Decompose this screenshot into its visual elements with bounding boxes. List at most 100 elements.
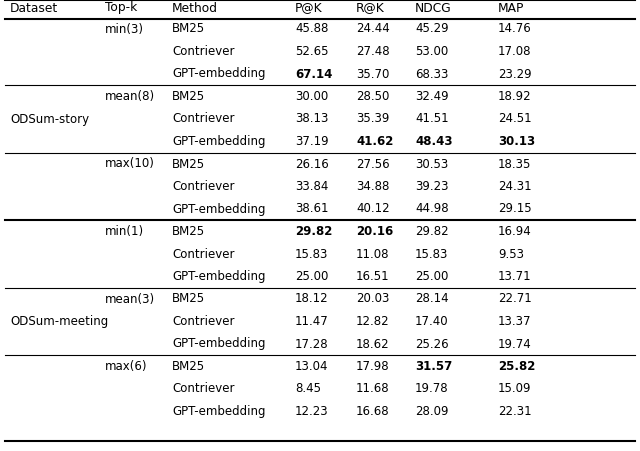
Text: mean(8): mean(8) — [105, 90, 155, 103]
Text: mean(3): mean(3) — [105, 293, 155, 305]
Text: GPT-embedding: GPT-embedding — [172, 202, 266, 216]
Text: 13.71: 13.71 — [498, 270, 532, 283]
Text: max(10): max(10) — [105, 157, 155, 170]
Text: 11.08: 11.08 — [356, 248, 390, 261]
Text: 18.35: 18.35 — [498, 157, 531, 170]
Text: 18.92: 18.92 — [498, 90, 532, 103]
Text: Top-k: Top-k — [105, 1, 137, 14]
Text: ODSum-story: ODSum-story — [10, 112, 89, 125]
Text: Contriever: Contriever — [172, 180, 234, 193]
Text: 29.15: 29.15 — [498, 202, 532, 216]
Text: 33.84: 33.84 — [295, 180, 328, 193]
Text: 30.53: 30.53 — [415, 157, 448, 170]
Text: Contriever: Contriever — [172, 45, 234, 58]
Text: 24.51: 24.51 — [498, 112, 532, 125]
Text: 45.29: 45.29 — [415, 23, 449, 36]
Text: min(3): min(3) — [105, 23, 144, 36]
Text: BM25: BM25 — [172, 360, 205, 373]
Text: 29.82: 29.82 — [295, 225, 332, 238]
Text: 14.76: 14.76 — [498, 23, 532, 36]
Text: 28.14: 28.14 — [415, 293, 449, 305]
Text: 22.31: 22.31 — [498, 405, 532, 418]
Text: GPT-embedding: GPT-embedding — [172, 337, 266, 350]
Text: 27.56: 27.56 — [356, 157, 390, 170]
Text: 68.33: 68.33 — [415, 68, 449, 80]
Text: 41.51: 41.51 — [415, 112, 449, 125]
Text: 24.44: 24.44 — [356, 23, 390, 36]
Text: 30.00: 30.00 — [295, 90, 328, 103]
Text: BM25: BM25 — [172, 157, 205, 170]
Text: min(1): min(1) — [105, 225, 144, 238]
Text: 41.62: 41.62 — [356, 135, 394, 148]
Text: BM25: BM25 — [172, 225, 205, 238]
Text: 13.04: 13.04 — [295, 360, 328, 373]
Text: 25.82: 25.82 — [498, 360, 536, 373]
Text: 13.37: 13.37 — [498, 315, 531, 328]
Text: 29.82: 29.82 — [415, 225, 449, 238]
Text: 28.09: 28.09 — [415, 405, 449, 418]
Text: 37.19: 37.19 — [295, 135, 328, 148]
Text: 32.49: 32.49 — [415, 90, 449, 103]
Text: 30.13: 30.13 — [498, 135, 535, 148]
Text: 34.88: 34.88 — [356, 180, 389, 193]
Text: 25.00: 25.00 — [415, 270, 449, 283]
Text: BM25: BM25 — [172, 23, 205, 36]
Text: 26.16: 26.16 — [295, 157, 329, 170]
Text: Contriever: Contriever — [172, 382, 234, 396]
Text: Method: Method — [172, 1, 218, 14]
Text: 17.98: 17.98 — [356, 360, 390, 373]
Text: GPT-embedding: GPT-embedding — [172, 405, 266, 418]
Text: P@K: P@K — [295, 1, 323, 14]
Text: 16.51: 16.51 — [356, 270, 390, 283]
Text: BM25: BM25 — [172, 90, 205, 103]
Text: GPT-embedding: GPT-embedding — [172, 135, 266, 148]
Text: MAP: MAP — [498, 1, 524, 14]
Text: ODSum-meeting: ODSum-meeting — [10, 315, 108, 328]
Text: 45.88: 45.88 — [295, 23, 328, 36]
Text: 9.53: 9.53 — [498, 248, 524, 261]
Text: 17.40: 17.40 — [415, 315, 449, 328]
Text: NDCG: NDCG — [415, 1, 452, 14]
Text: 19.74: 19.74 — [498, 337, 532, 350]
Text: 38.61: 38.61 — [295, 202, 328, 216]
Text: 23.29: 23.29 — [498, 68, 532, 80]
Text: 38.13: 38.13 — [295, 112, 328, 125]
Text: 39.23: 39.23 — [415, 180, 449, 193]
Text: 22.71: 22.71 — [498, 293, 532, 305]
Text: Contriever: Contriever — [172, 112, 234, 125]
Text: 18.12: 18.12 — [295, 293, 328, 305]
Text: 12.82: 12.82 — [356, 315, 390, 328]
Text: 11.47: 11.47 — [295, 315, 329, 328]
Text: 28.50: 28.50 — [356, 90, 389, 103]
Text: 17.08: 17.08 — [498, 45, 531, 58]
Text: 24.31: 24.31 — [498, 180, 532, 193]
Text: GPT-embedding: GPT-embedding — [172, 68, 266, 80]
Text: 25.26: 25.26 — [415, 337, 449, 350]
Text: 8.45: 8.45 — [295, 382, 321, 396]
Text: 12.23: 12.23 — [295, 405, 328, 418]
Text: 20.03: 20.03 — [356, 293, 389, 305]
Text: 11.68: 11.68 — [356, 382, 390, 396]
Text: 40.12: 40.12 — [356, 202, 390, 216]
Text: GPT-embedding: GPT-embedding — [172, 270, 266, 283]
Text: 25.00: 25.00 — [295, 270, 328, 283]
Text: 16.68: 16.68 — [356, 405, 390, 418]
Text: Contriever: Contriever — [172, 315, 234, 328]
Text: 52.65: 52.65 — [295, 45, 328, 58]
Text: 18.62: 18.62 — [356, 337, 390, 350]
Text: Dataset: Dataset — [10, 1, 58, 14]
Text: 15.09: 15.09 — [498, 382, 531, 396]
Text: 44.98: 44.98 — [415, 202, 449, 216]
Text: 35.70: 35.70 — [356, 68, 389, 80]
Text: 19.78: 19.78 — [415, 382, 449, 396]
Text: 17.28: 17.28 — [295, 337, 328, 350]
Text: R@K: R@K — [356, 1, 385, 14]
Text: 16.94: 16.94 — [498, 225, 532, 238]
Text: BM25: BM25 — [172, 293, 205, 305]
Text: 15.83: 15.83 — [415, 248, 449, 261]
Text: 15.83: 15.83 — [295, 248, 328, 261]
Text: 20.16: 20.16 — [356, 225, 393, 238]
Text: Contriever: Contriever — [172, 248, 234, 261]
Text: 31.57: 31.57 — [415, 360, 452, 373]
Text: 35.39: 35.39 — [356, 112, 389, 125]
